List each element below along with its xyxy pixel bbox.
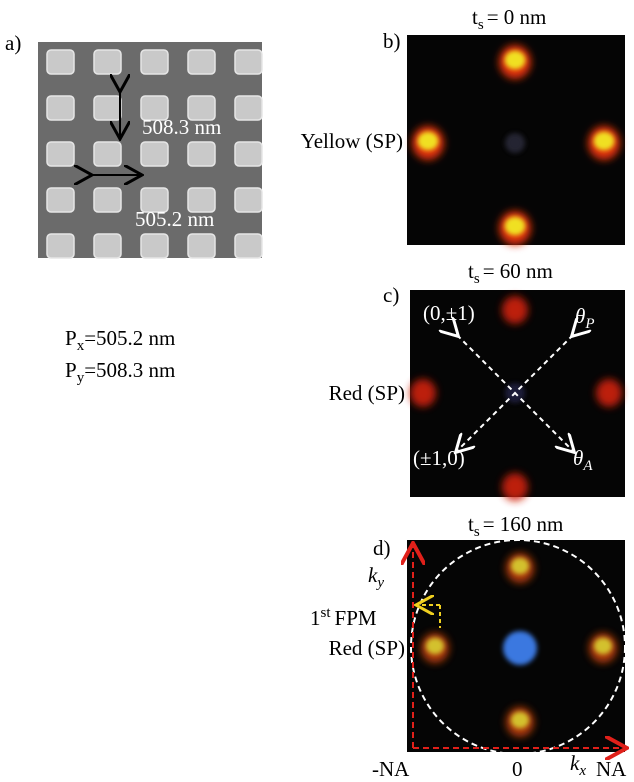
pillar <box>235 188 262 212</box>
panel-title: ts= 160 nm <box>468 512 563 540</box>
axis-label: 0 <box>512 757 523 781</box>
pillar <box>235 96 262 120</box>
side-label: Yellow (SP) <box>301 129 403 153</box>
order-label: (0,±1) <box>423 301 475 325</box>
spot-core <box>594 132 615 151</box>
pillar <box>188 142 215 166</box>
axis-label: -NA <box>372 757 410 781</box>
spot-core <box>511 712 529 729</box>
spot-core <box>511 558 529 575</box>
spot-core <box>426 638 444 655</box>
panel-label: d) <box>373 536 391 560</box>
side-label: Red (SP) <box>329 381 405 405</box>
spot-core <box>418 132 439 151</box>
panel-label: b) <box>383 29 401 53</box>
spot <box>502 296 528 324</box>
pillar <box>188 234 215 258</box>
panel-title: ts= 0 nm <box>472 5 546 33</box>
panel-label: c) <box>383 283 399 307</box>
pillar <box>141 142 168 166</box>
spot <box>502 473 528 501</box>
pillar <box>47 96 74 120</box>
pillar <box>94 50 121 74</box>
center-spot <box>505 133 525 153</box>
figure: a) 508.3 nm 505.2 nm Px=505.2 nm Py=508.… <box>0 0 634 782</box>
spot-core <box>594 638 612 655</box>
spot <box>410 379 436 407</box>
side-label: Red (SP) <box>329 636 405 660</box>
axis-label: kx <box>570 751 586 779</box>
panel-title: ts= 60 nm <box>468 259 553 287</box>
period-text: Py=508.3 nm <box>65 358 175 386</box>
pillar <box>94 234 121 258</box>
pillar <box>94 188 121 212</box>
order-label: (±1,0) <box>413 446 465 470</box>
center-spot <box>503 631 537 665</box>
annotation: 505.2 nm <box>135 207 214 231</box>
spot-core <box>505 217 526 236</box>
pillar <box>235 234 262 258</box>
pillar <box>235 142 262 166</box>
annotation: 508.3 nm <box>142 115 221 139</box>
pillar <box>141 50 168 74</box>
pillar <box>141 234 168 258</box>
panel-label: a) <box>5 31 21 55</box>
spot-core <box>505 51 526 70</box>
pillar <box>235 50 262 74</box>
pillar <box>47 234 74 258</box>
spot <box>596 379 622 407</box>
pillar <box>47 50 74 74</box>
pillar <box>188 50 215 74</box>
pillar <box>47 188 74 212</box>
pillar <box>47 142 74 166</box>
period-text: Px=505.2 nm <box>65 326 175 354</box>
axis-label: NA <box>596 757 627 781</box>
axis-label: ky <box>368 563 384 591</box>
pillar <box>94 142 121 166</box>
pillar <box>94 96 121 120</box>
